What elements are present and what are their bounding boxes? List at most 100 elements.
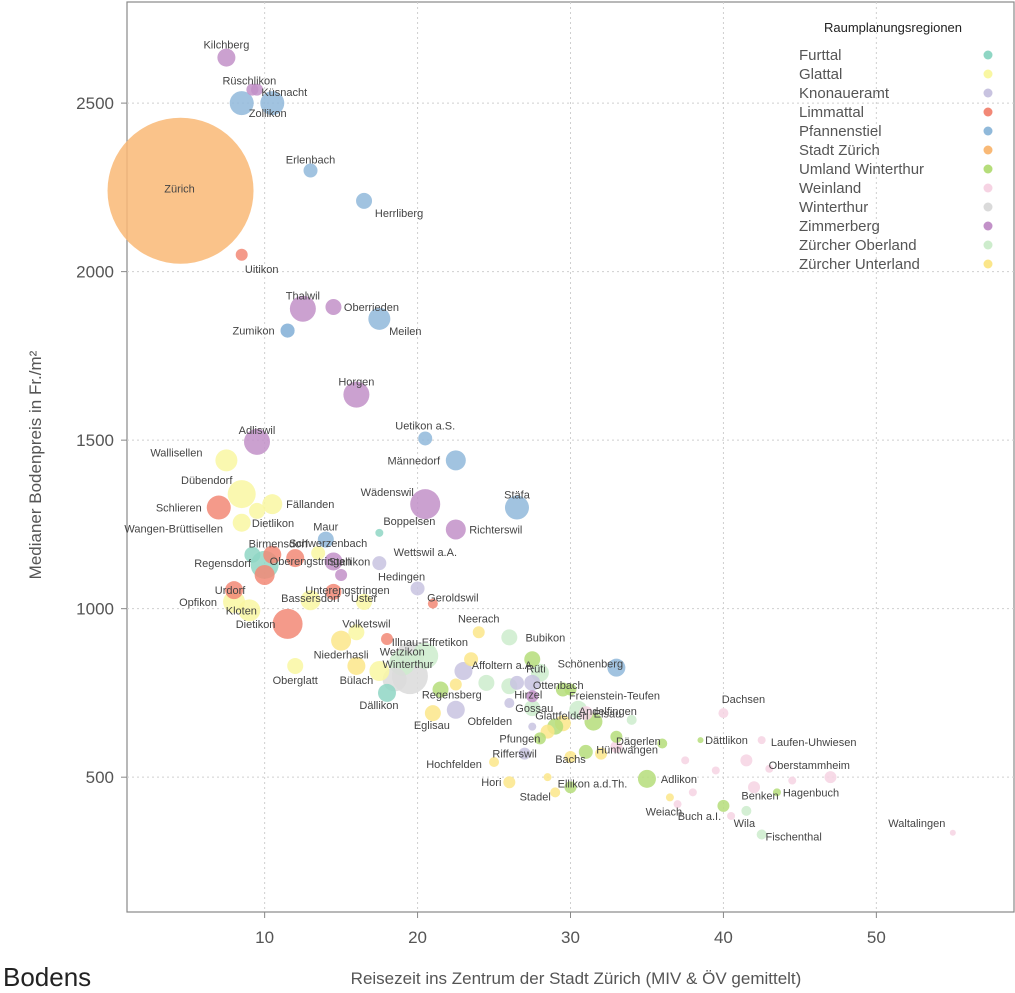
data-point	[217, 48, 236, 67]
point-label: Affoltern a.A.	[472, 660, 535, 672]
data-point	[418, 431, 433, 446]
data-point	[595, 747, 608, 760]
point-label: Fischenthal	[766, 831, 822, 843]
legend: Raumplanungsregionen Furttal Glattal Knona…	[799, 20, 993, 273]
data-point	[657, 738, 668, 749]
data-point	[673, 800, 682, 809]
point-label: Dietikon	[236, 619, 276, 631]
point-label: Birmensdorf	[249, 539, 309, 551]
data-point	[454, 662, 473, 681]
legend-swatch	[983, 202, 993, 212]
data-point	[550, 787, 561, 798]
data-point	[286, 549, 305, 568]
data-point	[215, 449, 238, 472]
point-label: Rüti	[526, 664, 546, 676]
data-point	[368, 307, 391, 330]
point-label: Dällikon	[359, 700, 398, 712]
legend-label: Zimmerberg	[799, 218, 880, 235]
data-point	[578, 744, 593, 759]
point-label: Eglisau	[414, 720, 450, 732]
x-tick-label: 20	[408, 928, 427, 947]
data-point	[412, 642, 439, 669]
point-label: Hirzel	[514, 689, 542, 701]
point-label: Wangen-Brüttisellen	[124, 524, 223, 536]
x-tick-label: 10	[255, 928, 274, 947]
data-point	[504, 698, 515, 709]
point-label: Wädenswil	[361, 487, 414, 499]
data-point	[238, 599, 261, 622]
data-point	[528, 722, 537, 731]
legend-label: Furttal	[799, 47, 842, 64]
data-point	[445, 450, 466, 471]
point-label: Hochfelden	[426, 759, 482, 771]
legend-swatch	[983, 240, 993, 250]
data-point	[262, 494, 283, 515]
data-point	[243, 428, 270, 455]
point-label: Adlikon	[661, 774, 697, 786]
point-label: Stallikon	[329, 556, 371, 568]
point-label: Zürich	[164, 184, 195, 196]
legend-label: Zürcher Unterland	[799, 256, 920, 273]
data-point	[518, 747, 531, 760]
data-point	[741, 805, 752, 816]
legend-swatch	[983, 221, 993, 231]
data-points	[107, 48, 956, 840]
data-point	[263, 545, 282, 564]
point-label: Gossau	[515, 703, 553, 715]
point-label: Schlieren	[156, 503, 202, 515]
legend-swatch	[983, 259, 993, 269]
legend-label: Knonaueramt	[799, 85, 890, 102]
data-point	[688, 788, 697, 797]
data-point	[757, 736, 766, 745]
data-point	[637, 769, 656, 788]
legend-label: Umland Winterthur	[799, 161, 924, 178]
point-label: Stäfa	[504, 490, 531, 502]
data-point	[107, 117, 254, 264]
legend-label: Zürcher Oberland	[799, 237, 917, 254]
data-point	[697, 737, 704, 744]
data-point	[607, 658, 626, 677]
point-label: Zumikon	[232, 326, 274, 338]
point-label: Geroldswil	[427, 593, 478, 605]
legend-label: Winterthur	[799, 199, 868, 216]
point-label: Urdorf	[215, 585, 247, 597]
data-point	[503, 776, 516, 789]
point-label: Oberstammheim	[769, 760, 850, 772]
data-point	[524, 651, 541, 668]
data-point	[478, 674, 495, 691]
point-label: Pfungen	[499, 733, 540, 745]
data-point	[504, 495, 529, 520]
data-point	[229, 91, 254, 116]
data-point	[445, 519, 466, 540]
data-point	[756, 829, 767, 840]
legend-swatch	[983, 183, 993, 193]
data-point	[289, 295, 316, 322]
data-point	[280, 323, 295, 338]
point-label: Hüntwangen	[596, 745, 658, 757]
legend-swatch	[983, 50, 993, 60]
data-point	[509, 675, 524, 690]
point-label: Thalwil	[286, 291, 320, 303]
data-point	[311, 546, 326, 561]
data-point	[718, 708, 729, 719]
point-label: Benken	[741, 790, 778, 802]
data-point	[317, 531, 334, 548]
point-label: Rüschlikon	[222, 76, 276, 88]
data-point	[727, 811, 736, 820]
legend-swatch	[983, 69, 993, 79]
data-point	[303, 163, 318, 178]
y-axis-title: Medianer Bodenpreis in Fr./m²	[26, 350, 45, 579]
point-label: Laufen-Uhwiesen	[771, 737, 857, 749]
y-tick-label: 1500	[76, 431, 114, 450]
data-point	[489, 757, 500, 768]
data-point	[343, 381, 370, 408]
legend-label: Stadt Zürich	[799, 142, 880, 159]
data-point	[331, 630, 352, 651]
point-label: Obfelden	[467, 716, 512, 728]
data-point	[227, 480, 256, 509]
legend-swatch	[983, 107, 993, 117]
data-point	[472, 626, 485, 639]
point-label: Uster	[351, 593, 378, 605]
point-label: Glattfelden	[535, 710, 588, 722]
data-point	[564, 683, 577, 696]
